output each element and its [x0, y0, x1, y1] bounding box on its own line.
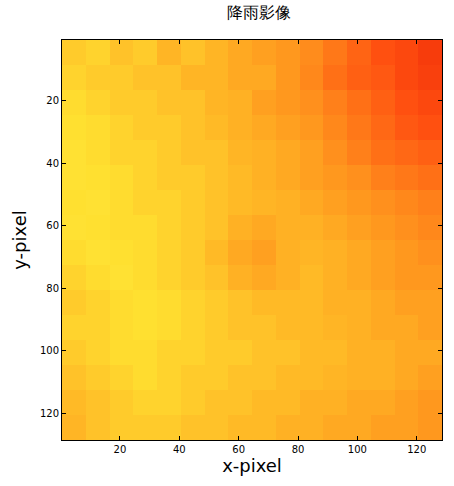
svg-text:100: 100 [40, 345, 59, 356]
svg-text:40: 40 [46, 158, 59, 169]
svg-text:80: 80 [46, 283, 59, 294]
svg-text:x-pixel: x-pixel [222, 455, 282, 476]
svg-text:y-pixel: y-pixel [9, 210, 30, 269]
svg-text:80: 80 [292, 444, 305, 455]
svg-text:100: 100 [348, 444, 367, 455]
svg-text:120: 120 [407, 444, 426, 455]
svg-text:20: 20 [46, 95, 59, 106]
svg-text:20: 20 [114, 444, 127, 455]
svg-text:60: 60 [232, 444, 245, 455]
svg-text:120: 120 [40, 408, 59, 419]
svg-text:60: 60 [46, 220, 59, 231]
svg-text:降雨影像: 降雨影像 [227, 3, 291, 22]
svg-text:40: 40 [173, 444, 186, 455]
